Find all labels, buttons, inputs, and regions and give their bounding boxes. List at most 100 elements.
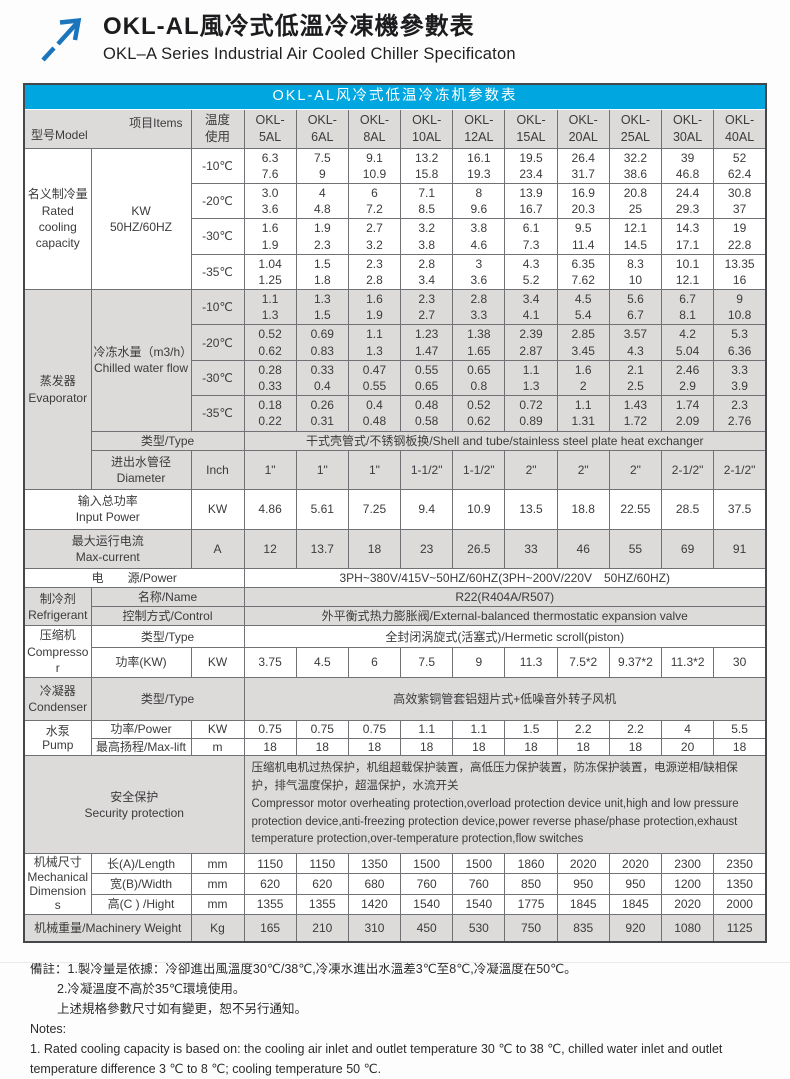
cell-value: 680 [347,873,402,895]
cell-group: 压缩机 Compressor [23,625,92,678]
cell-value: 4 [660,720,715,739]
table-row: -30℃ 0.28 0.33 0.33 0.4 0.47 0.55 0.55 0.65 0.65 0… [24,359,767,397]
cell-unit: mm [190,893,245,915]
cell-value: 1355 [295,893,349,915]
cell-v2: 7.1 8.5 [400,182,454,220]
cell-value: 4.86 [243,489,297,530]
cell-wide: 3PH~380V/415V~50HZ/60HZ(3PH~200V/220V 50… [243,567,767,589]
table-row: 名义制冷量 Rated cooling capacity KW 50HZ/60HZ -10℃… [23,147,767,291]
cell-value: 950 [608,873,663,895]
cell-v2: 4 4.8 [295,182,349,220]
cell-v2: 2.85 3.45 [556,324,610,361]
table-row: 进出水管径 Diameter Inch 1" 1" 1" 1-1/2" 1-1/2" 2" 2" 2… [24,449,767,491]
cell-value: 13.5 [504,489,558,530]
cell-v2: 2.8 3.4 [400,253,454,291]
cell-v2: 52 62.4 [713,147,767,184]
cell-value: 18 [556,737,610,757]
cell-v2: 9.1 10.9 [347,147,402,184]
cell-item: 最大运行电流 Max-current [23,528,192,569]
cell-v2: 0.33 0.4 [295,359,349,397]
cell-value: 165 [243,913,297,943]
cell-v2: 2.8 3.3 [452,289,506,326]
cell-v2: 0.28 0.33 [243,359,297,397]
corner-model-label: 型号Model [31,128,88,143]
cell-value: 620 [243,873,297,895]
cell-item: 类型/Type [90,430,245,451]
cell-value: 0.75 [295,720,349,739]
cell-v2: 2.39 2.87 [504,324,558,361]
table-row: -35℃ 1.04 1.25 1.5 1.8 2.3 2.8 2.8 3.4 3 3.6 4.3 5.2… [24,253,767,291]
cell-value: 3.75 [243,646,297,679]
cell-v2: 0.69 0.83 [295,324,349,361]
cell-value: 2000 [713,893,767,915]
cell-unit: -20℃ [190,324,245,361]
cell-v2: 16.9 20.3 [556,182,610,220]
cell-v2: 1.6 2 [556,359,610,397]
cell-v2: 0.52 0.62 [452,395,506,432]
cell-group: 制冷剂 Refrigerant [23,587,92,627]
cell-value: 310 [347,913,402,943]
cell-value: 760 [400,873,454,895]
cell-value: 450 [400,913,454,943]
cell-item: 类型/Type [90,676,245,722]
cell-v2: 39 46.8 [660,147,715,184]
cell-item: 冷冻水量（m3/h） Chilled water flow [90,289,192,432]
cell-value: 18 [295,737,349,757]
cell-value: 1420 [347,893,402,915]
cell-value: 28.5 [660,489,715,530]
cell-item: 功率(KW) [90,646,192,679]
cell-unit: KW [190,489,245,530]
brand-arrow-icon [41,17,82,62]
cell-head: OKL- 5AL [243,108,297,149]
cell-v2: 13.2 15.8 [400,147,454,184]
cell-sec: 压缩机电机过热保护，机组超载保护装置，高低压力保护装置，防冻保护装置，电源逆相/… [243,755,767,855]
cell-value: 750 [504,913,558,943]
table-row: 安全保护 Security protection 压缩机电机过热保护，机组超载保护装… [23,755,767,855]
cell-value: 1.1 [400,720,454,739]
cell-v2: 4.3 5.2 [504,253,558,291]
spec-table-body: OKL-AL风冷式低温冷冻机参数表 型号Model 项目Items 温度 使用 OKL- 5… [23,83,767,943]
cell-v2: 6.35 7.62 [556,253,610,291]
cell-unit: mm [190,873,245,895]
table-title-band: OKL-AL风冷式低温冷冻机参数表 [23,83,767,110]
cell-value: 30 [713,646,767,679]
page-title-zh: OKL-AL風冷式低溫冷凍機參數表 [103,13,475,40]
table-row: 宽(B)/Width mm 620 620 680 760 760 850 950 950 1200… [24,873,767,895]
cell-value: 1" [295,449,349,491]
table-row: 机械尺寸 Mechanical Dimensions 长(A)/Length mm 115… [23,853,767,915]
cell-value: 26.5 [452,528,506,569]
masthead: OKL-AL風冷式低溫冷凍機參數表 OKL–A Series Industria… [0,0,790,77]
cell-value: 1" [347,449,402,491]
cell-value: 1775 [504,893,558,915]
cell-value: 46 [556,528,610,569]
cell-value: 1150 [243,853,297,875]
cell-v2: 12.1 14.5 [608,218,663,255]
cell-value: 5.5 [713,720,767,739]
cell-v2: 2.3 2.76 [713,395,767,432]
cell-v2: 24.4 29.3 [660,182,715,220]
cell-value: 835 [556,913,610,943]
table-row: 蒸发器 Evaporator 冷冻水量（m3/h） Chilled water flo… [23,289,767,491]
cell-v2: 19 22.8 [713,218,767,255]
note-line-3: 上述規格參數尺寸如有變更，恕不另行通知。 [57,1001,308,1016]
table-row: 电 源/Power 3PH~380V/415V~50HZ/60HZ(3PH~200… [23,567,767,589]
cell-v2: 2.1 2.5 [608,359,663,397]
cell-v2: 13.9 16.7 [504,182,558,220]
cell-v2: 3 3.6 [452,253,506,291]
cell-value: 1080 [660,913,715,943]
cell-v2: 3.4 4.1 [504,289,558,326]
cell-item: 高(C ) /Hight [90,893,192,915]
table-row: -30℃ 1.6 1.9 1.9 2.3 2.7 3.2 3.2 3.8 3.8 4.6 6.1 7.3… [24,218,767,255]
cell-value: 0.75 [243,720,297,739]
cell-value: 1350 [713,873,767,895]
cell-v2: 0.4 0.48 [347,395,402,432]
table-row: 型号Model 项目Items 温度 使用 OKL- 5AL OKL- 6AL OKL- 8AL O… [23,108,767,149]
cell-v2: 8 9.6 [452,182,506,220]
cell-value: 2-1/2" [713,449,767,491]
cell-value: 1355 [243,893,297,915]
table-row: -20℃ 0.52 0.62 0.69 0.83 1.1 1.3 1.23 1.47 1.38 1.… [24,324,767,361]
cell-value: 1150 [295,853,349,875]
cell-unit: A [190,528,245,569]
cell-v2: 26.4 31.7 [556,147,610,184]
cell-head: OKL- 10AL [400,108,454,149]
